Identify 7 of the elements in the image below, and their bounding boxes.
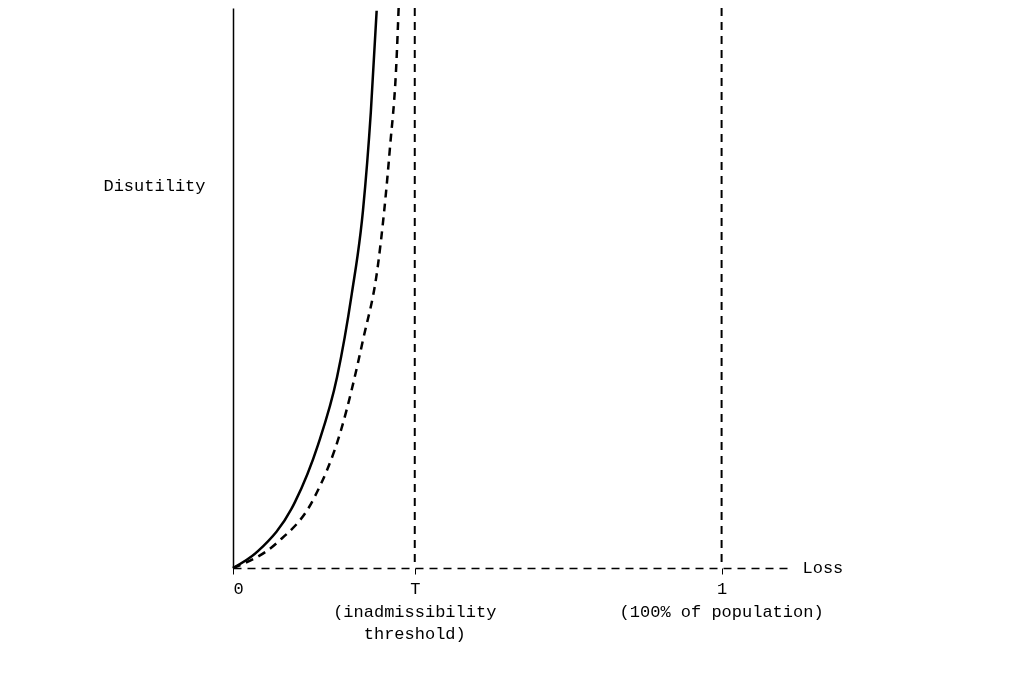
x-tick-label: 0 <box>233 579 244 599</box>
text: (100% of population) <box>619 603 824 622</box>
x-tick-label: T <box>410 579 421 599</box>
y-axis-title: Disutility <box>103 176 206 196</box>
x-axis-title: Loss <box>802 558 844 578</box>
text: (inadmissibility threshold) <box>333 603 497 644</box>
x-tick-label: 1 <box>716 579 728 599</box>
